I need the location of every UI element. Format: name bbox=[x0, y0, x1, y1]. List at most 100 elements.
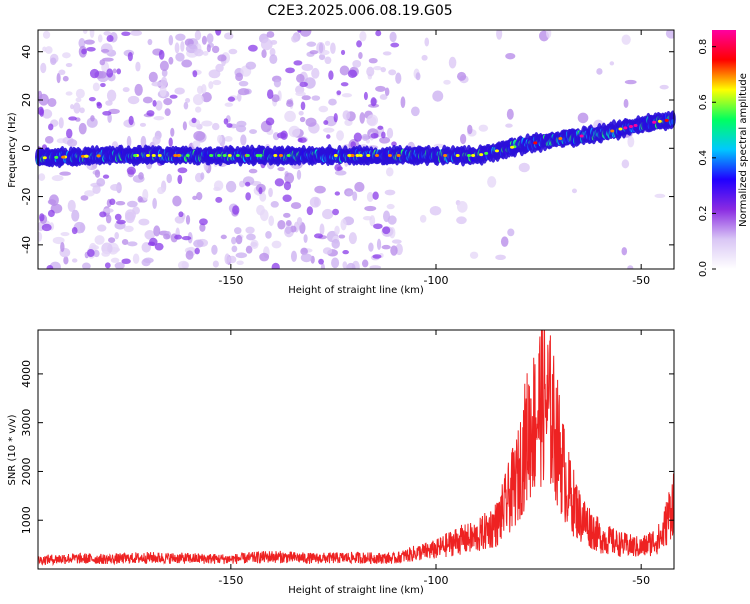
noise-blob bbox=[163, 233, 171, 240]
noise-blob bbox=[201, 83, 207, 94]
noise-blob-strong bbox=[81, 48, 87, 55]
noise-blob bbox=[235, 252, 248, 259]
noise-blob bbox=[354, 181, 365, 193]
noise-blob-strong bbox=[128, 115, 134, 126]
spectrogram-x-ticks: -150 -100 -50 bbox=[218, 30, 650, 287]
noise-blob bbox=[248, 168, 258, 174]
noise-blob bbox=[443, 79, 451, 85]
noise-blob-strong bbox=[121, 31, 131, 37]
noise-blob-strong bbox=[227, 96, 236, 102]
noise-blob bbox=[168, 56, 174, 65]
noise-blob bbox=[142, 96, 153, 104]
noise-blob-strong bbox=[87, 248, 95, 258]
ridge-hotspot bbox=[479, 153, 484, 157]
noise-blob bbox=[331, 257, 340, 269]
noise-blob bbox=[299, 30, 312, 37]
noise-blob-strong bbox=[126, 166, 136, 175]
noise-blob bbox=[301, 63, 314, 72]
ridge-hotspot bbox=[235, 154, 240, 158]
noise-blob bbox=[322, 247, 333, 255]
noise-blob bbox=[306, 41, 317, 47]
noise-blob bbox=[225, 180, 237, 193]
noise-blob bbox=[415, 72, 421, 81]
noise-blob bbox=[175, 33, 186, 41]
ridge-hotspot bbox=[151, 154, 156, 158]
noise-blob bbox=[126, 135, 132, 148]
ridge-hotspot bbox=[558, 136, 563, 140]
noise-blob-strong bbox=[266, 89, 274, 100]
noise-blob bbox=[185, 250, 194, 260]
noise-blob bbox=[159, 60, 169, 72]
noise-blob bbox=[384, 87, 390, 96]
colorbar-tick-label: 0.8 bbox=[698, 39, 709, 55]
noise-blob bbox=[152, 197, 157, 209]
noise-blob bbox=[121, 239, 129, 245]
noise-blob-strong bbox=[154, 242, 164, 251]
noise-blob bbox=[478, 124, 489, 132]
snr-panel: -150 -100 -50 1000 2000 3000 4000 Height of s… bbox=[7, 329, 675, 596]
noise-blob bbox=[38, 173, 46, 181]
noise-blob bbox=[236, 120, 247, 128]
noise-blob bbox=[419, 214, 427, 223]
ridge-hotspot bbox=[633, 123, 638, 127]
noise-blob bbox=[627, 136, 635, 148]
ridge-hotspot bbox=[54, 155, 59, 159]
spectrogram-frame bbox=[37, 29, 675, 270]
noise-blob bbox=[284, 172, 295, 184]
noise-blob-strong bbox=[333, 112, 338, 123]
noise-blob bbox=[286, 99, 293, 105]
noise-blob bbox=[366, 114, 379, 127]
noise-blob-strong bbox=[297, 30, 302, 33]
noise-blob bbox=[153, 225, 161, 237]
noise-blob bbox=[340, 218, 347, 231]
noise-blob bbox=[65, 63, 73, 68]
noise-blob-strong bbox=[48, 123, 54, 131]
noise-blob-strong bbox=[323, 120, 329, 125]
noise-blob bbox=[505, 52, 516, 60]
noise-blob bbox=[467, 124, 473, 135]
ridge-hotspot bbox=[347, 154, 352, 158]
noise-blob bbox=[346, 262, 356, 269]
noise-blob bbox=[303, 234, 308, 243]
noise-blob-strong bbox=[274, 178, 285, 187]
noise-blob bbox=[380, 67, 387, 73]
snr-x-tick-label: -100 bbox=[424, 574, 449, 587]
noise-blob bbox=[99, 59, 106, 66]
noise-blob bbox=[249, 129, 258, 134]
noise-blob bbox=[268, 215, 275, 227]
noise-blob bbox=[110, 257, 120, 263]
noise-blob bbox=[141, 258, 151, 267]
noise-blob-strong bbox=[276, 132, 287, 139]
noise-blob-strong bbox=[337, 166, 343, 171]
noise-blob-strong bbox=[158, 49, 165, 60]
noise-blob-strong bbox=[102, 174, 110, 179]
noise-blob bbox=[147, 38, 153, 46]
snr-y-tick-label: 3000 bbox=[20, 409, 33, 437]
noise-blob bbox=[336, 130, 344, 141]
noise-blob bbox=[102, 57, 114, 62]
noise-blob-strong bbox=[285, 67, 295, 74]
ridge-hotspot bbox=[455, 154, 460, 158]
noise-blob bbox=[395, 72, 402, 84]
noise-blob bbox=[389, 31, 397, 43]
noise-blob-strong bbox=[350, 141, 356, 148]
noise-blob bbox=[224, 253, 230, 265]
noise-blob bbox=[285, 219, 292, 227]
noise-blob-strong bbox=[47, 209, 55, 218]
noise-blob bbox=[314, 185, 326, 194]
noise-blob bbox=[224, 102, 234, 107]
noise-blob bbox=[127, 241, 138, 247]
noise-blob bbox=[236, 260, 244, 266]
ridge-hotspot bbox=[396, 154, 401, 158]
noise-blob bbox=[311, 67, 320, 79]
colorbar-tick-label: 0.2 bbox=[698, 205, 709, 221]
noise-blob-strong bbox=[332, 208, 340, 216]
noise-blob-strong bbox=[88, 96, 96, 102]
noise-blob-strong bbox=[169, 94, 178, 99]
noise-blob-strong bbox=[177, 167, 188, 174]
noise-blob bbox=[238, 80, 249, 87]
noise-blob bbox=[170, 127, 175, 137]
ridge-hotspot bbox=[157, 154, 162, 158]
noise-blob bbox=[94, 235, 105, 245]
noise-blob-strong bbox=[248, 44, 258, 52]
